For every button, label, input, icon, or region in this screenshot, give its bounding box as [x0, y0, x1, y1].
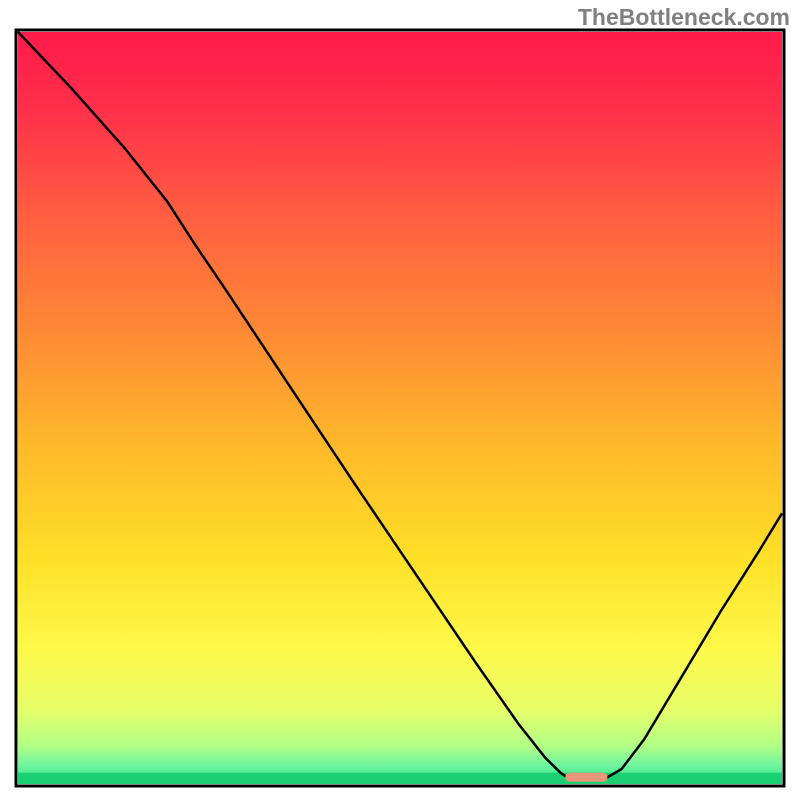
watermark-text: TheBottleneck.com [578, 4, 790, 31]
bottom-band [18, 773, 782, 784]
marker-pill [565, 773, 607, 782]
gradient-background [18, 32, 782, 784]
chart-container: TheBottleneck.com [0, 0, 800, 800]
chart-svg [0, 0, 800, 800]
